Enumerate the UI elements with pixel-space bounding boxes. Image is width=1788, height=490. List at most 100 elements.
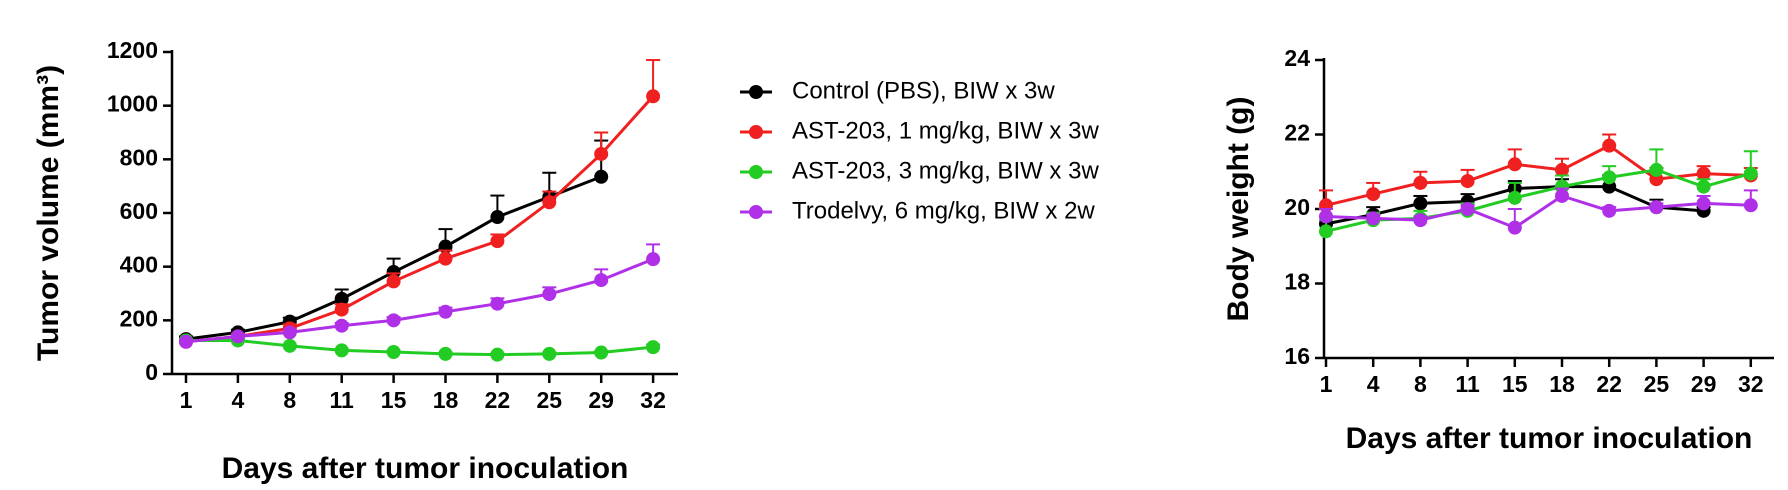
data-point	[438, 251, 453, 266]
x-tick-label: 22	[485, 387, 511, 413]
x-tick-label: 1	[1320, 371, 1333, 397]
series-line	[1325, 143, 1751, 207]
data-point	[230, 329, 245, 344]
y-axis-label: Body weight (g)	[1222, 97, 1255, 322]
x-axis-label: Days after tumor inoculation	[222, 452, 629, 485]
y-tick-label: 20	[1284, 194, 1310, 220]
x-tick-label: 29	[1691, 371, 1717, 397]
data-point	[334, 302, 349, 317]
data-point	[594, 146, 609, 161]
data-point	[1602, 203, 1617, 218]
data-point	[646, 89, 661, 104]
x-tick-label: 18	[433, 387, 459, 413]
data-point	[490, 210, 505, 225]
x-tick-label: 11	[1455, 371, 1480, 397]
y-tick-label: 16	[1284, 343, 1310, 369]
data-point	[1696, 179, 1711, 194]
data-point	[646, 252, 661, 267]
data-point	[490, 234, 505, 249]
y-tick-label: 200	[120, 305, 158, 331]
x-tick-label: 25	[1644, 371, 1670, 397]
y-tick-label: 22	[1284, 120, 1310, 146]
x-tick-label: 32	[1738, 371, 1764, 397]
legend-marker	[749, 85, 763, 99]
legend-label: Trodelvy, 6 mg/kg, BIW x 2w	[792, 197, 1095, 224]
data-point	[1460, 202, 1475, 216]
data-point	[282, 325, 297, 340]
data-point	[334, 291, 349, 306]
data-point	[1743, 166, 1758, 181]
data-point	[1507, 157, 1522, 172]
series-line	[185, 95, 655, 344]
data-point	[438, 346, 453, 361]
data-point	[334, 318, 349, 333]
data-point	[1413, 196, 1428, 211]
data-point	[490, 347, 505, 362]
data-point	[1555, 162, 1569, 177]
data-point	[1507, 190, 1522, 205]
data-point	[1319, 224, 1333, 239]
y-tick-label: 800	[120, 144, 158, 170]
series-line	[185, 257, 654, 344]
data-point	[542, 346, 557, 361]
y-axis-label: Tumor volume (mm³)	[32, 65, 65, 361]
data-point	[1602, 170, 1617, 185]
data-point	[334, 343, 349, 358]
data-point	[1366, 211, 1381, 226]
x-tick-label: 18	[1549, 371, 1575, 397]
x-tick-label: 8	[283, 387, 296, 413]
data-point	[594, 273, 609, 288]
x-tick-label: 4	[232, 387, 245, 413]
x-axis-label: Days after tumor inoculation	[1346, 422, 1753, 455]
legend-marker	[749, 205, 763, 219]
y-tick-label: 0	[145, 359, 158, 385]
data-point	[490, 296, 505, 311]
data-point	[1366, 187, 1381, 202]
y-tick-label: 1000	[107, 91, 158, 117]
y-tick-label: 24	[1284, 45, 1310, 71]
data-point	[1696, 166, 1711, 181]
x-tick-label: 32	[640, 387, 666, 413]
legend-label: Control (PBS), BIW x 3w	[792, 77, 1055, 104]
data-point	[594, 169, 609, 184]
data-point	[1743, 198, 1758, 213]
x-tick-label: 4	[1367, 371, 1380, 397]
legend-label: AST-203, 1 mg/kg, BIW x 3w	[792, 117, 1099, 144]
y-tick-label: 18	[1284, 269, 1310, 295]
data-point	[646, 340, 661, 355]
data-point	[1319, 209, 1333, 224]
data-point	[542, 195, 557, 210]
x-tick-label: 29	[588, 387, 614, 413]
data-point	[1555, 188, 1569, 203]
data-point	[1413, 175, 1428, 190]
y-tick-label: 600	[120, 198, 158, 224]
data-point	[1460, 174, 1475, 189]
data-point	[438, 304, 453, 319]
x-tick-label: 1	[180, 387, 193, 413]
data-point	[386, 344, 401, 359]
series-line	[1325, 194, 1751, 230]
data-point	[1649, 200, 1664, 215]
x-tick-label: 25	[537, 387, 563, 413]
legend-label: AST-203, 3 mg/kg, BIW x 3w	[792, 157, 1099, 184]
x-tick-label: 22	[1596, 371, 1622, 397]
data-point	[386, 313, 401, 328]
series-line	[1325, 168, 1752, 233]
x-tick-label: 8	[1414, 371, 1427, 397]
x-tick-label: 15	[381, 387, 407, 413]
data-point	[1649, 162, 1664, 177]
data-point	[594, 345, 609, 360]
series-line	[186, 338, 654, 357]
legend-marker	[749, 165, 763, 179]
y-tick-label: 1200	[107, 37, 158, 63]
data-point	[1602, 138, 1617, 153]
data-point	[1507, 220, 1522, 235]
data-point	[282, 338, 297, 353]
legend-marker	[749, 125, 763, 139]
data-point	[386, 274, 401, 289]
data-point	[1413, 213, 1428, 228]
data-point	[179, 334, 193, 349]
y-tick-label: 400	[120, 252, 158, 278]
x-tick-label: 15	[1502, 371, 1528, 397]
